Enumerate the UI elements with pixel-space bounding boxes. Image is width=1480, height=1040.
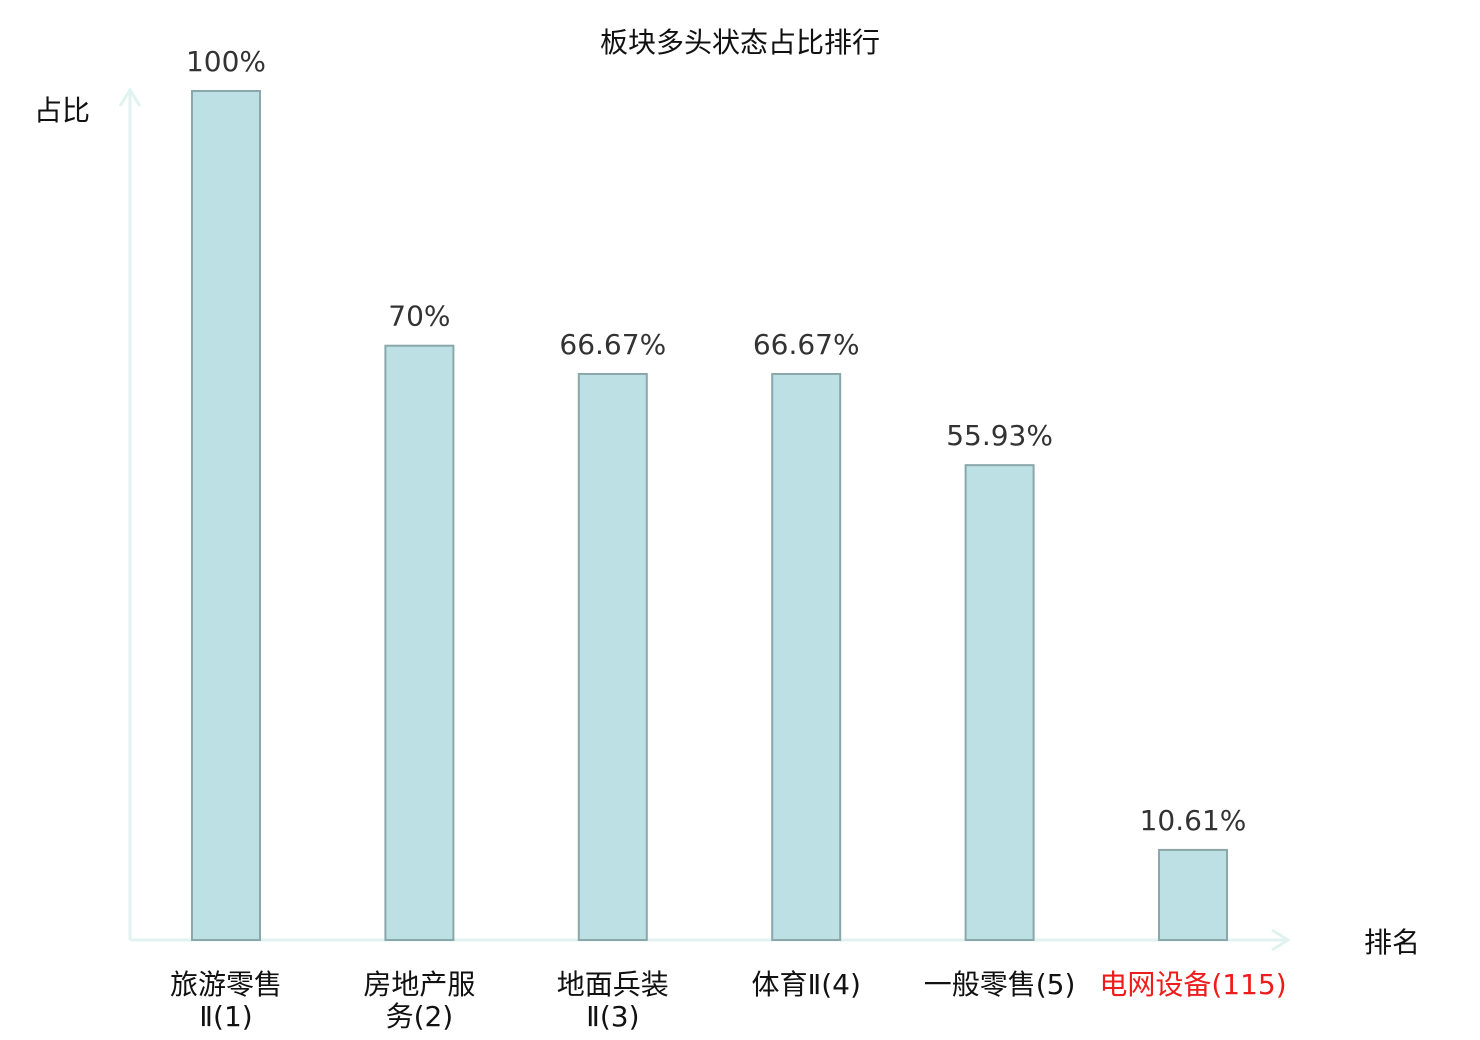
x-axis-label: 排名: [1364, 926, 1420, 959]
y-axis-arrow-icon: [118, 87, 142, 107]
category-label-5-line-1: 一般零售(5): [924, 968, 1076, 1001]
value-label-6: 10.61%: [1140, 804, 1247, 837]
category-label-2-line-2: 务(2): [386, 1000, 454, 1033]
x-axis-arrow-icon: [1271, 928, 1291, 952]
bar-1: [191, 90, 261, 941]
value-label-3: 66.67%: [559, 328, 666, 361]
bar-5: [964, 464, 1035, 941]
chart-title: 板块多头状态占比排行: [600, 26, 880, 59]
category-label-2-line-1: 房地产服: [363, 968, 475, 1001]
category-label-3-line-2: Ⅱ(3): [586, 1000, 639, 1033]
value-label-1: 100%: [186, 45, 266, 78]
bar-2: [384, 344, 455, 941]
value-label-5: 55.93%: [946, 419, 1053, 452]
y-axis-label: 占比: [34, 94, 90, 127]
category-label-3-line-1: 地面兵装: [557, 968, 669, 1001]
bar-3: [577, 372, 648, 942]
bar-4: [771, 372, 842, 942]
axes: [118, 87, 1291, 952]
value-label-2: 70%: [388, 300, 450, 333]
value-label-4: 66.67%: [753, 328, 860, 361]
bar-6: [1158, 848, 1228, 941]
category-label-1-line-2: Ⅱ(1): [199, 1000, 252, 1033]
bars: [191, 90, 1228, 942]
category-label-4-line-1: 体育Ⅱ(4): [751, 968, 860, 1001]
category-label-6-line-1: 电网设备(115): [1099, 968, 1286, 1001]
value-labels: 100% 70% 66.67% 66.67% 55.93% 10.61%: [186, 45, 1246, 837]
category-label-1-line-1: 旅游零售: [170, 968, 282, 1001]
